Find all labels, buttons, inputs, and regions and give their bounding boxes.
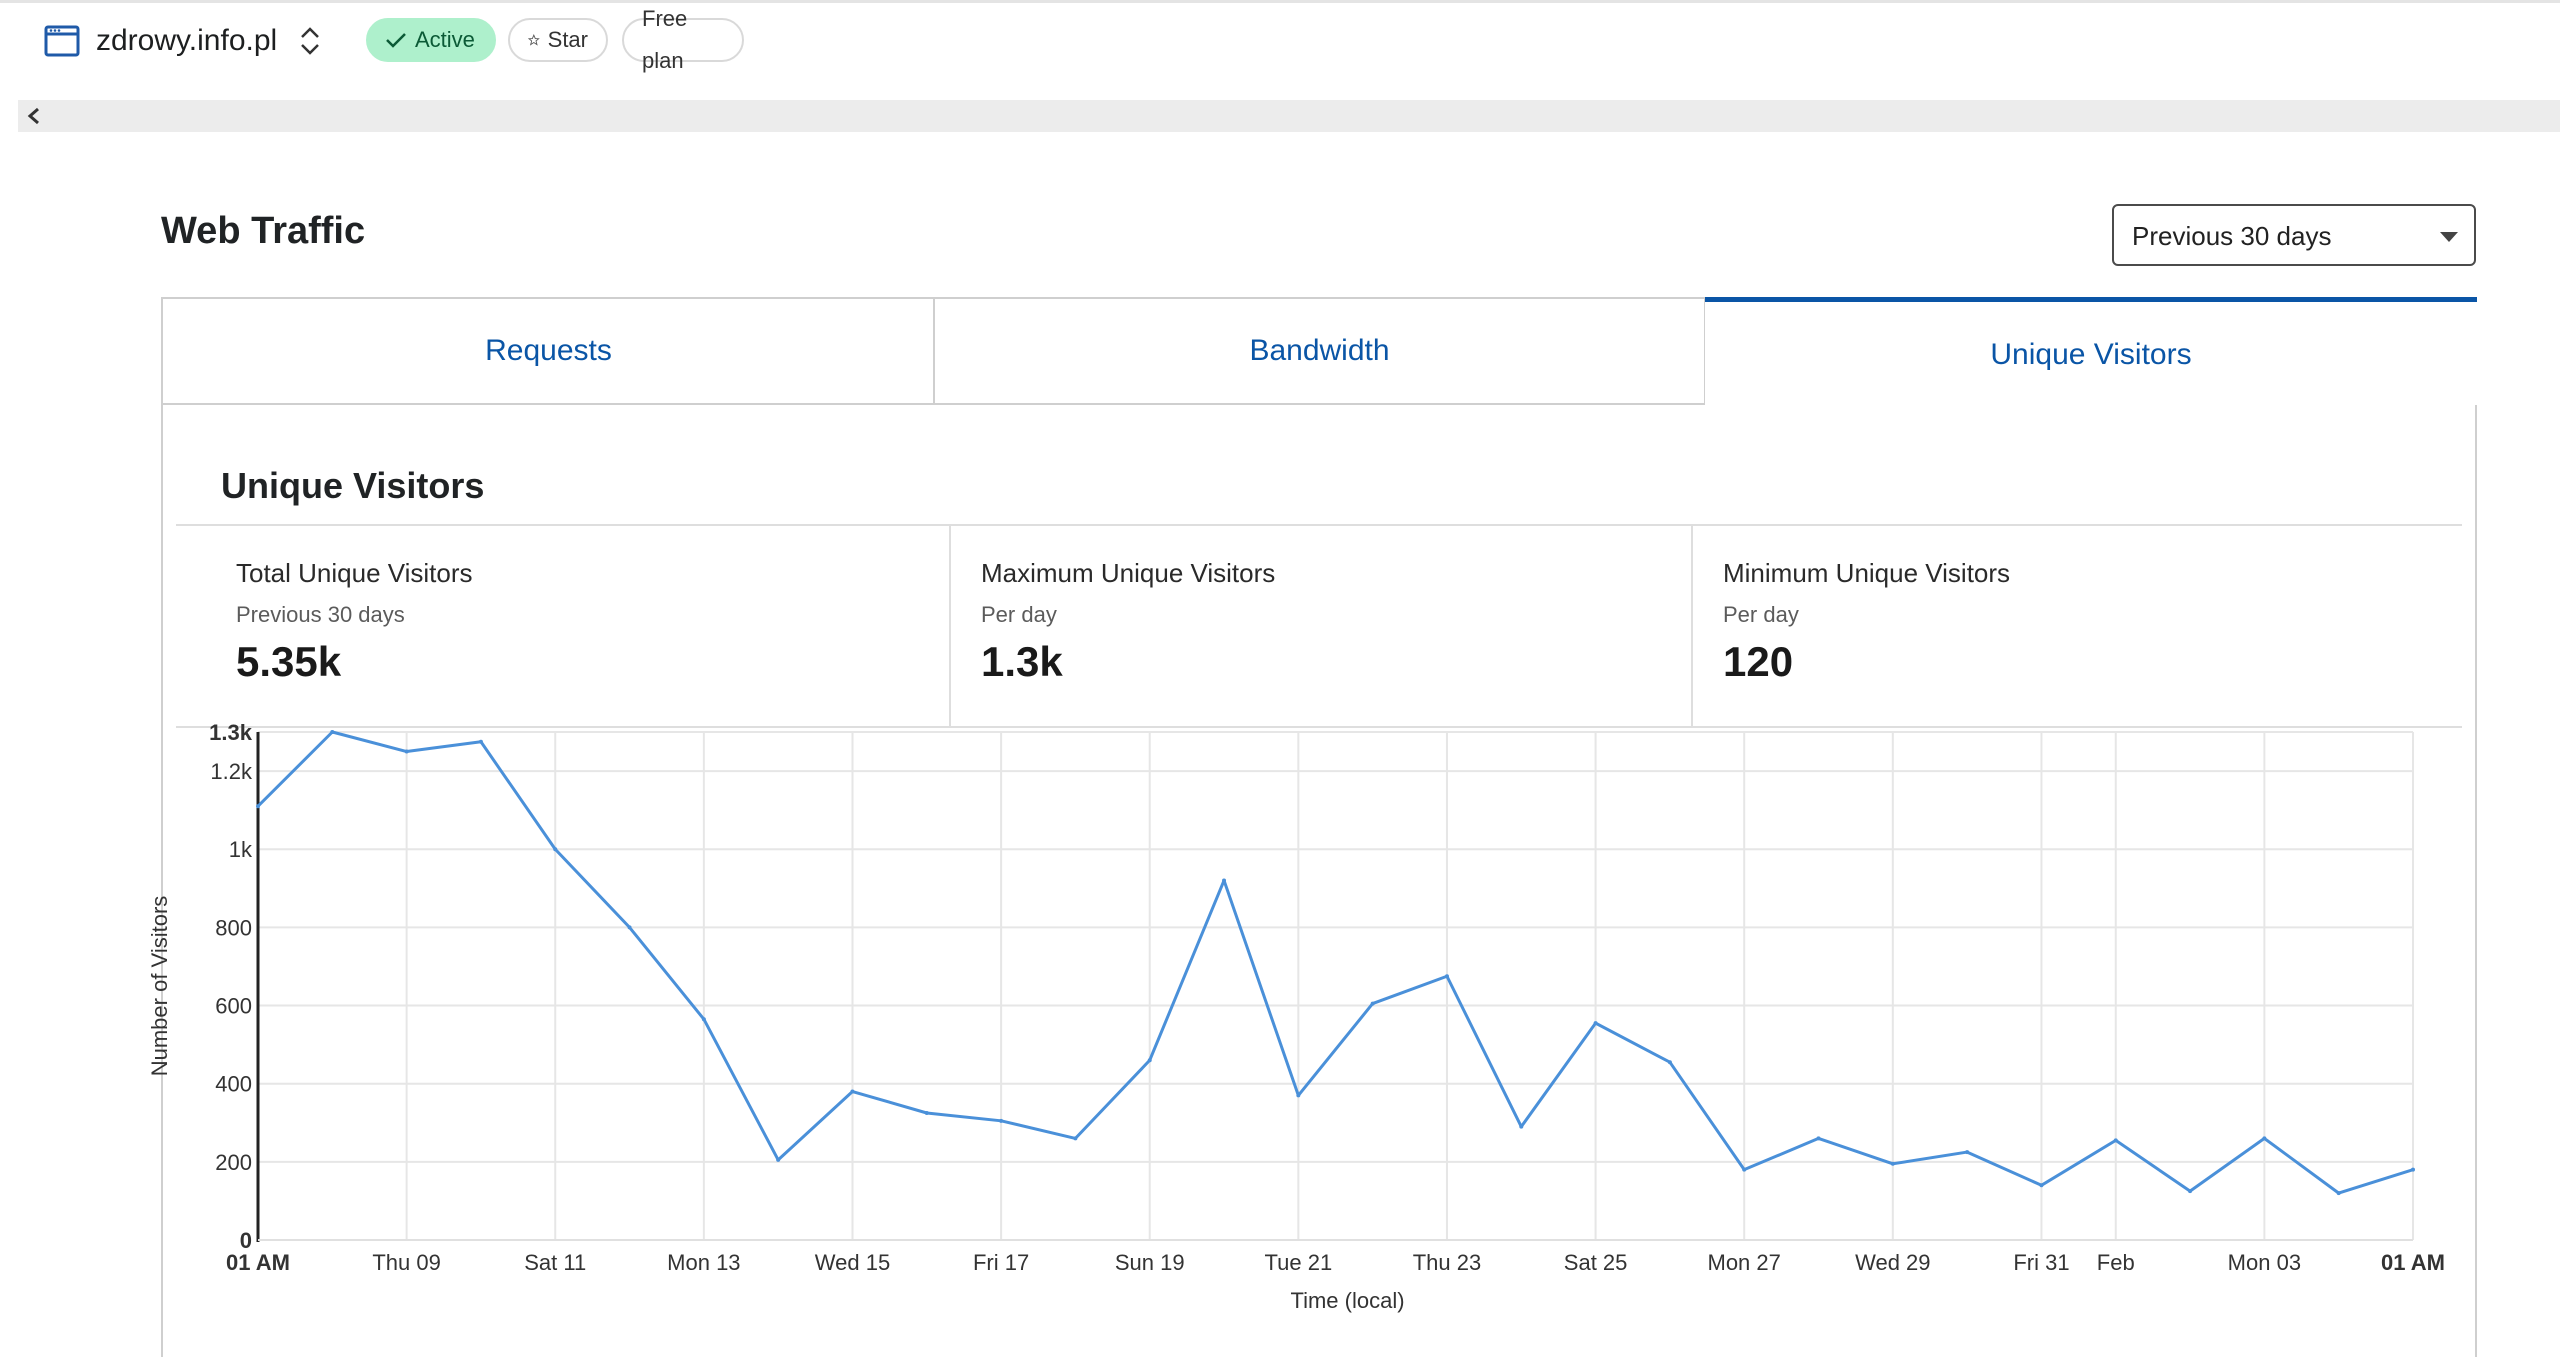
plan-badge-label: Free plan: [642, 6, 688, 73]
plan-badge[interactable]: Free plan: [622, 6, 744, 73]
stat-label: Maximum Unique Visitors: [981, 558, 1276, 588]
tab-unique-visitors[interactable]: Unique Visitors: [1705, 297, 2477, 405]
site-name: zdrowy.info.pl: [96, 24, 278, 57]
site-header: zdrowy.info.pl Active Star Free plan: [0, 0, 2560, 90]
star-icon: [528, 34, 540, 46]
stat-total: Total Unique Visitors Previous 30 days 5…: [176, 526, 949, 728]
section-title: Unique Visitors: [221, 465, 485, 506]
status-badge: Active: [366, 18, 496, 62]
stat-label: Minimum Unique Visitors: [1723, 558, 2011, 588]
star-button[interactable]: Star: [508, 18, 608, 62]
browser-window-icon: [44, 25, 80, 57]
collapse-bar: [18, 100, 2560, 132]
time-range-value: Previous 30 days: [2132, 221, 2332, 251]
tab-bandwidth[interactable]: Bandwidth: [933, 297, 1706, 405]
stat-value: 1.3k: [981, 638, 1063, 685]
stat-maximum: Maximum Unique Visitors Per day 1.3k: [949, 526, 1691, 728]
traffic-panel: [161, 297, 2477, 1357]
page-title: Web Traffic: [161, 210, 366, 252]
status-badge-label: Active: [415, 27, 475, 52]
tab-requests[interactable]: Requests: [161, 297, 934, 405]
stat-sublabel: Per day: [1723, 602, 1799, 627]
caret-down-icon: [2440, 232, 2458, 242]
top-border: [0, 0, 2560, 3]
stat-minimum: Minimum Unique Visitors Per day 120: [1691, 526, 2462, 728]
stat-sublabel: Previous 30 days: [236, 602, 405, 627]
stat-sublabel: Per day: [981, 602, 1057, 627]
stat-value: 5.35k: [236, 638, 342, 685]
chevron-left-icon[interactable]: [20, 102, 48, 130]
stat-value: 120: [1723, 638, 1794, 685]
stat-label: Total Unique Visitors: [236, 558, 473, 588]
chevron-up-down-icon[interactable]: [296, 24, 324, 58]
star-button-label: Star: [547, 27, 588, 52]
stats-row: Total Unique Visitors Previous 30 days 5…: [176, 524, 2462, 728]
time-range-select[interactable]: Previous 30 days: [2112, 204, 2476, 266]
checkmark-icon: [386, 33, 406, 48]
